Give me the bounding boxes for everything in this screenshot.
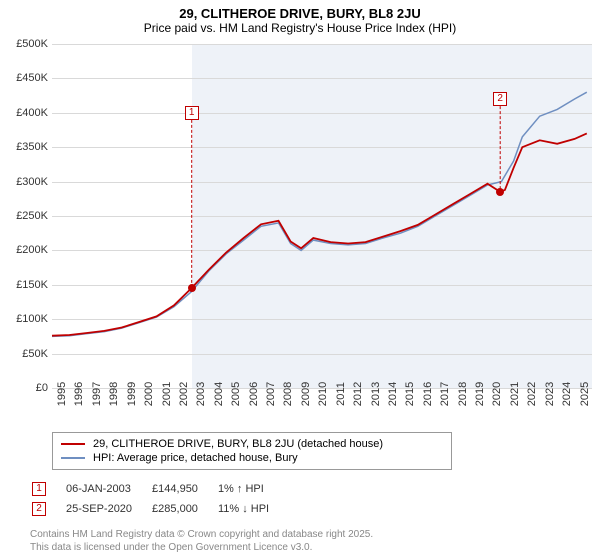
x-axis-label: 2000 (143, 382, 155, 406)
x-axis-label: 2001 (161, 382, 173, 406)
y-axis-label: £400K (16, 107, 48, 119)
x-axis-label: 2011 (335, 382, 347, 406)
x-axis-label: 2025 (579, 382, 591, 406)
x-axis-label: 2008 (282, 382, 294, 406)
legend-swatch (61, 457, 85, 459)
x-axis-label: 2023 (544, 382, 556, 406)
transaction-delta: 11% ↓ HPI (218, 500, 287, 518)
x-axis-label: 2015 (404, 382, 416, 406)
x-axis-label: 2009 (300, 382, 312, 406)
series-line (52, 92, 587, 336)
transaction-marker-dot (188, 284, 196, 292)
chart-plot-area: £0£50K£100K£150K£200K£250K£300K£350K£400… (52, 44, 592, 388)
transaction-marker-dot (496, 188, 504, 196)
table-row: 2 25-SEP-2020£285,00011% ↓ HPI (32, 500, 287, 518)
x-axis-label: 2006 (248, 382, 260, 406)
x-axis-label: 2010 (317, 382, 329, 406)
chart-title-address: 29, CLITHEROE DRIVE, BURY, BL8 2JU (0, 6, 600, 21)
x-axis-label: 2019 (474, 382, 486, 406)
transaction-date: 25-SEP-2020 (66, 500, 150, 518)
y-axis-label: £150K (16, 279, 48, 291)
table-row: 1 06-JAN-2003£144,9501% ↑ HPI (32, 480, 287, 498)
transaction-number-box: 1 (32, 482, 46, 496)
chart-title-sub: Price paid vs. HM Land Registry's House … (0, 21, 600, 35)
y-axis-label: £50K (22, 348, 48, 360)
x-axis-label: 2007 (265, 382, 277, 406)
transaction-marker-box: 2 (493, 92, 507, 106)
x-axis-label: 2013 (370, 382, 382, 406)
footer-line: Contains HM Land Registry data © Crown c… (30, 528, 373, 541)
x-axis-label: 2017 (439, 382, 451, 406)
x-axis-label: 2021 (509, 382, 521, 406)
y-axis-label: £450K (16, 72, 48, 84)
y-axis-label: £250K (16, 210, 48, 222)
x-axis-label: 2014 (387, 382, 399, 406)
transaction-delta: 1% ↑ HPI (218, 480, 287, 498)
legend-label: 29, CLITHEROE DRIVE, BURY, BL8 2JU (deta… (93, 438, 383, 450)
chart-legend: 29, CLITHEROE DRIVE, BURY, BL8 2JU (deta… (52, 432, 452, 470)
footer-line: This data is licensed under the Open Gov… (30, 541, 373, 554)
legend-label: HPI: Average price, detached house, Bury (93, 452, 298, 464)
x-axis-label: 1999 (126, 382, 138, 406)
x-axis-label: 1998 (108, 382, 120, 406)
x-axis-label: 2002 (178, 382, 190, 406)
x-axis-label: 2024 (561, 382, 573, 406)
x-axis-label: 2020 (491, 382, 503, 406)
y-axis-label: £350K (16, 141, 48, 153)
series-line (52, 133, 587, 335)
legend-item: 29, CLITHEROE DRIVE, BURY, BL8 2JU (deta… (61, 437, 443, 451)
x-axis-label: 1997 (91, 382, 103, 406)
transaction-marker-box: 1 (185, 106, 199, 120)
transaction-price: £144,950 (152, 480, 216, 498)
transaction-table: 1 06-JAN-2003£144,9501% ↑ HPI 2 25-SEP-2020… (30, 478, 289, 520)
y-axis-label: £300K (16, 176, 48, 188)
x-axis-label: 2016 (422, 382, 434, 406)
legend-swatch (61, 443, 85, 445)
x-axis-label: 2003 (195, 382, 207, 406)
transaction-price: £285,000 (152, 500, 216, 518)
x-axis-label: 1996 (73, 382, 85, 406)
transaction-number-box: 2 (32, 502, 46, 516)
y-axis-label: £100K (16, 313, 48, 325)
footer-attribution: Contains HM Land Registry data © Crown c… (30, 528, 373, 554)
x-axis-label: 2022 (526, 382, 538, 406)
y-axis-label: £500K (16, 38, 48, 50)
x-axis-label: 2005 (230, 382, 242, 406)
y-axis-label: £0 (36, 382, 48, 394)
x-axis-label: 2012 (352, 382, 364, 406)
x-axis-label: 2004 (213, 382, 225, 406)
y-axis-label: £200K (16, 244, 48, 256)
transaction-date: 06-JAN-2003 (66, 480, 150, 498)
legend-item: HPI: Average price, detached house, Bury (61, 451, 443, 465)
x-axis-label: 1995 (56, 382, 68, 406)
chart-svg (52, 44, 592, 388)
x-axis-label: 2018 (457, 382, 469, 406)
